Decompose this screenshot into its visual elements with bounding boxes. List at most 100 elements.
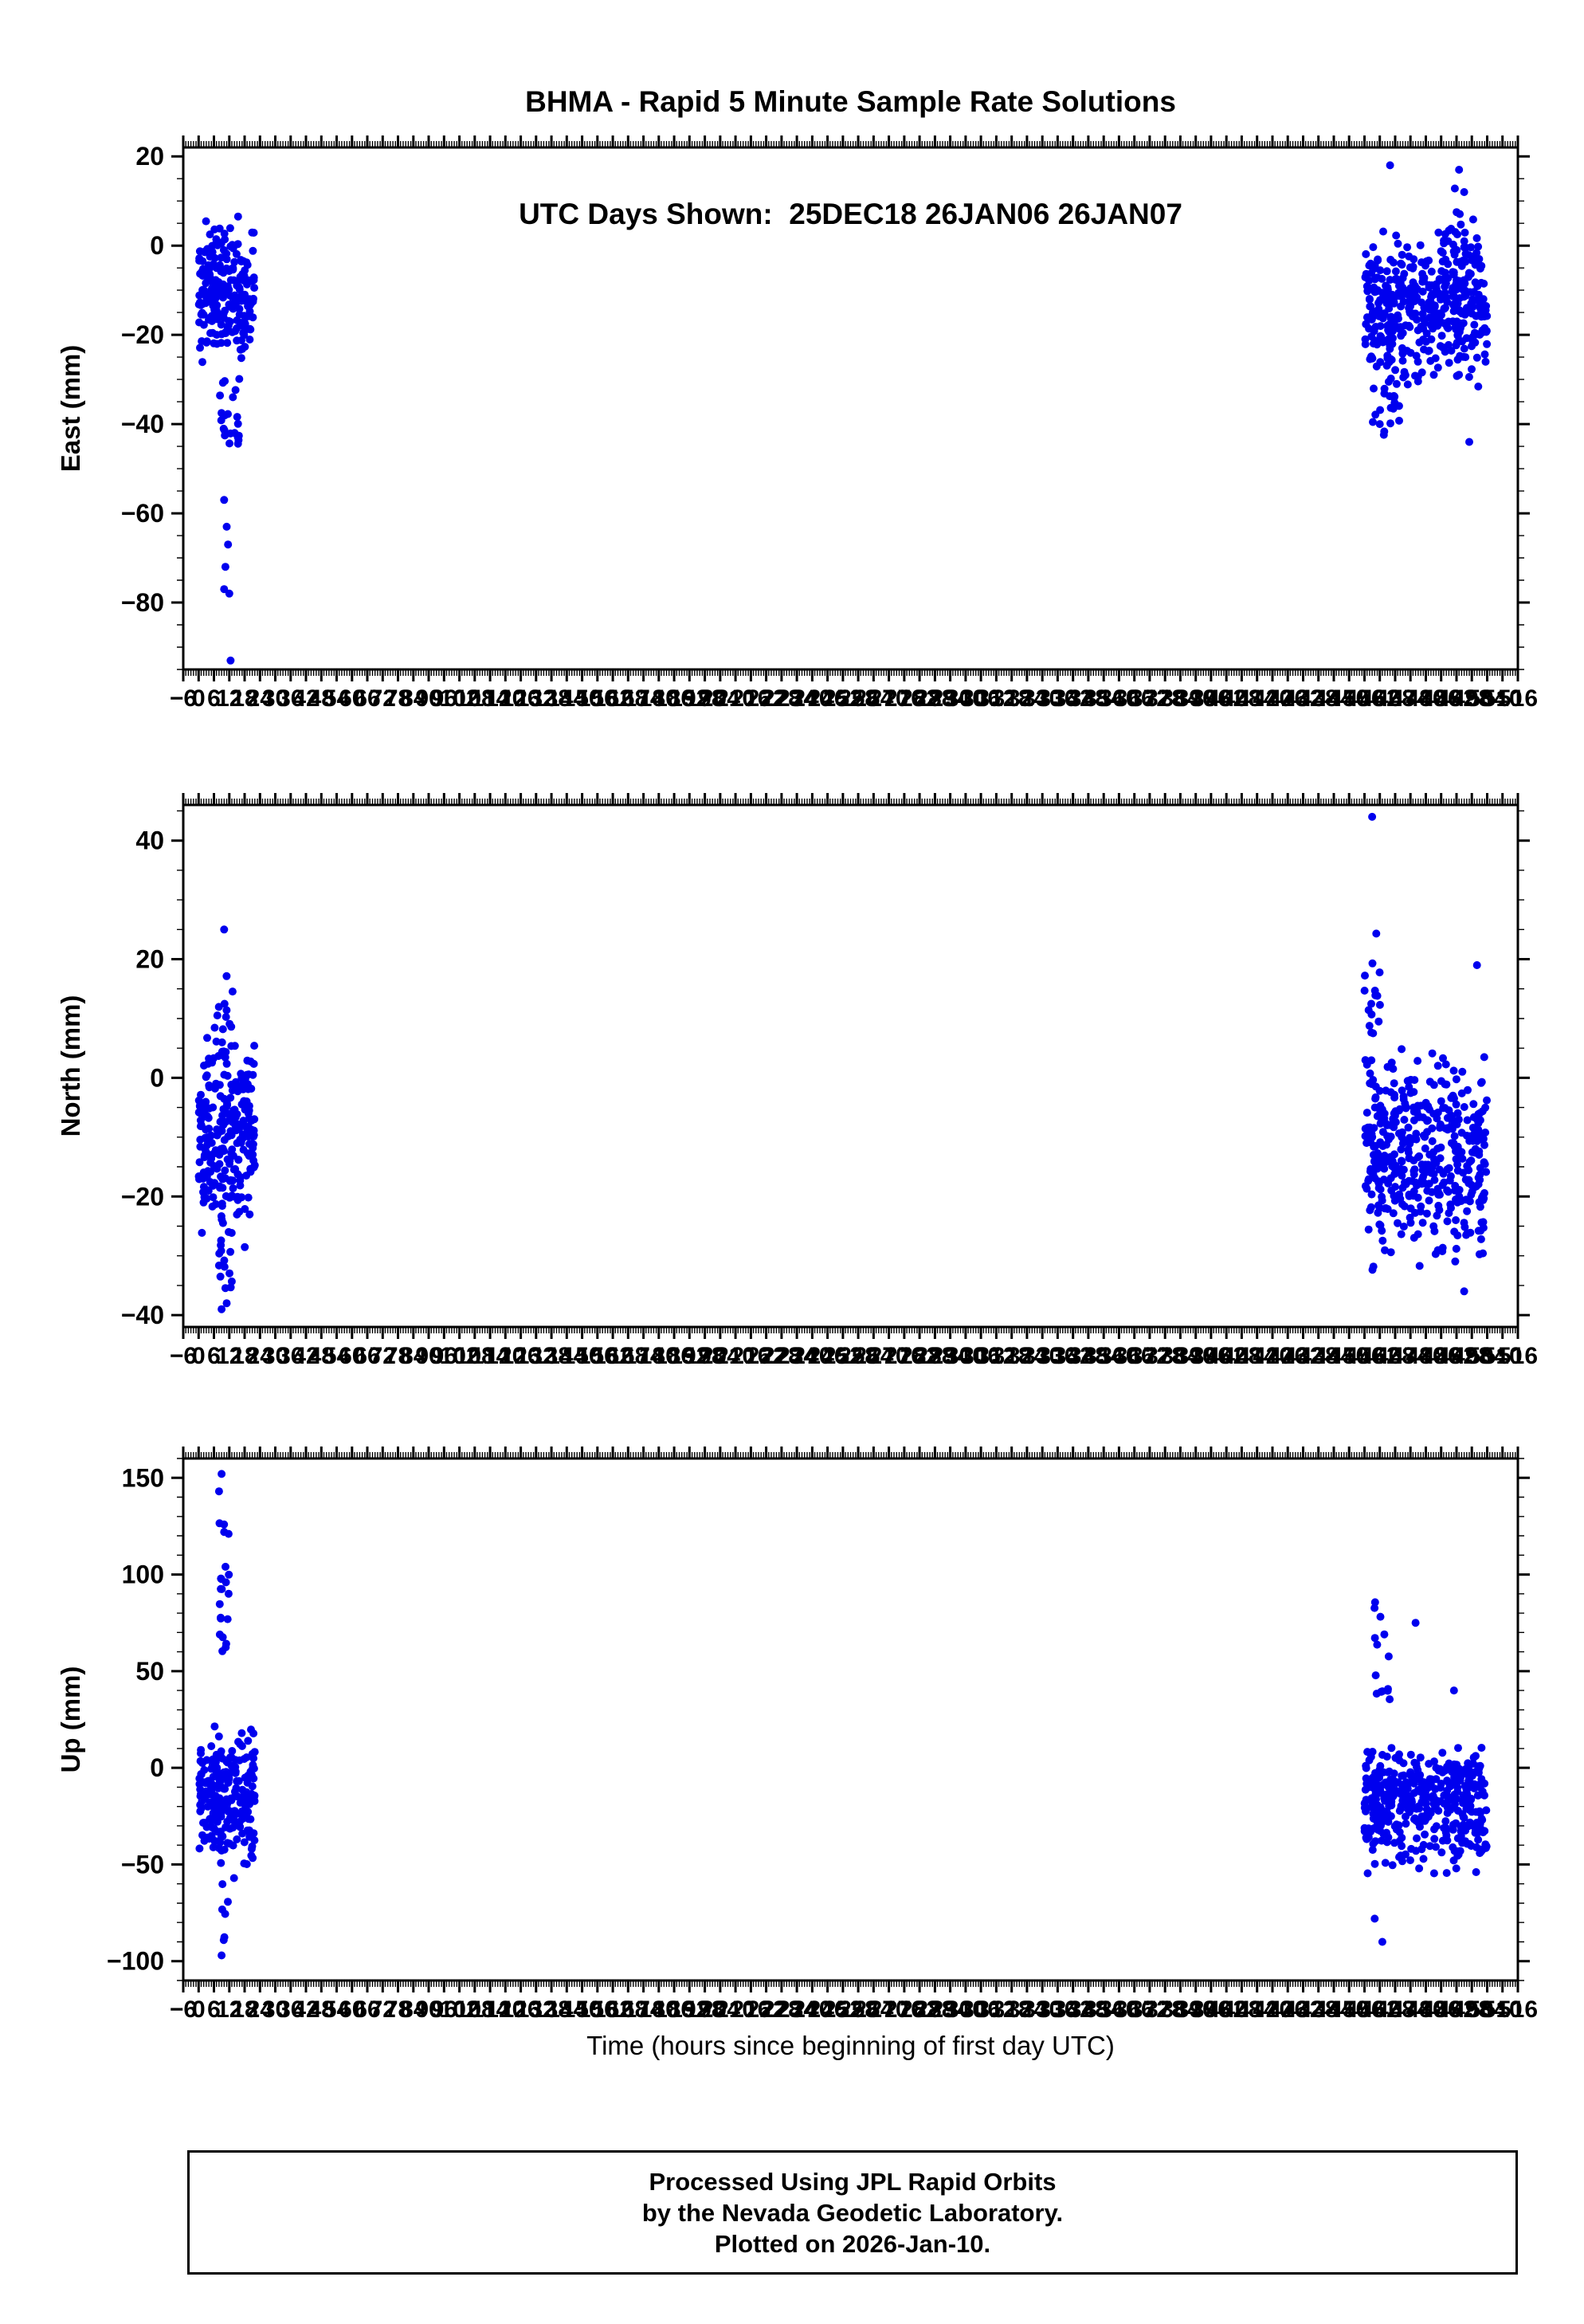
svg-text:276: 276: [884, 1996, 924, 2023]
svg-text:72: 72: [370, 1343, 396, 1369]
svg-text:432: 432: [1283, 1996, 1323, 2023]
svg-text:12: 12: [216, 685, 242, 712]
svg-text:300: 300: [946, 685, 986, 712]
svg-text:150: 150: [563, 1996, 602, 2023]
svg-text:108: 108: [455, 1343, 495, 1369]
footer-box: Processed Using JPL Rapid Orbits by the …: [187, 2150, 1518, 2275]
svg-text:426: 426: [1268, 685, 1308, 712]
svg-text:18: 18: [231, 1996, 257, 2023]
svg-text:180: 180: [639, 1343, 679, 1369]
svg-text:20: 20: [135, 945, 164, 974]
svg-text:102: 102: [440, 685, 480, 712]
svg-text:354: 354: [1084, 685, 1123, 712]
svg-text:480: 480: [1406, 1343, 1445, 1369]
svg-text:36: 36: [277, 685, 304, 712]
svg-text:162: 162: [593, 1996, 633, 2023]
svg-text:126: 126: [501, 1996, 541, 2023]
svg-text:456: 456: [1344, 685, 1384, 712]
svg-text:168: 168: [608, 1996, 648, 2023]
svg-text:282: 282: [900, 1343, 939, 1369]
svg-text:294: 294: [931, 1343, 970, 1369]
svg-text:234: 234: [777, 1996, 817, 2023]
svg-text:30: 30: [262, 1343, 288, 1369]
svg-text:414: 414: [1237, 685, 1277, 712]
svg-text:300: 300: [946, 1343, 986, 1369]
svg-text:342: 342: [1053, 1343, 1093, 1369]
svg-text:50: 50: [135, 1657, 164, 1686]
svg-text:78: 78: [385, 1343, 411, 1369]
svg-text:258: 258: [838, 1996, 878, 2023]
svg-text:480: 480: [1406, 685, 1445, 712]
svg-text:516: 516: [1498, 1343, 1538, 1369]
svg-text:18: 18: [231, 1343, 257, 1369]
svg-text:240: 240: [792, 1343, 832, 1369]
svg-text:324: 324: [1007, 1343, 1047, 1369]
svg-text:−100: −100: [107, 1947, 164, 1976]
svg-text:414: 414: [1237, 1343, 1277, 1369]
svg-text:36: 36: [277, 1343, 304, 1369]
svg-text:East (mm): East (mm): [56, 345, 85, 473]
svg-text:264: 264: [853, 685, 893, 712]
svg-text:168: 168: [608, 1343, 648, 1369]
svg-text:144: 144: [547, 1343, 586, 1369]
svg-text:240: 240: [792, 1996, 832, 2023]
svg-text:78: 78: [385, 685, 411, 712]
svg-text:144: 144: [547, 685, 586, 712]
svg-text:282: 282: [900, 1996, 939, 2023]
svg-text:420: 420: [1253, 685, 1292, 712]
svg-text:90: 90: [415, 1996, 441, 2023]
svg-text:204: 204: [700, 1343, 740, 1369]
svg-text:120: 120: [485, 1343, 525, 1369]
svg-text:96: 96: [431, 1343, 457, 1369]
svg-text:156: 156: [578, 1996, 618, 2023]
svg-text:510: 510: [1483, 1996, 1523, 2023]
svg-text:204: 204: [700, 685, 740, 712]
svg-text:504: 504: [1467, 1996, 1507, 2023]
svg-text:462: 462: [1360, 1996, 1400, 2023]
svg-text:468: 468: [1375, 685, 1415, 712]
svg-text:North (mm): North (mm): [56, 995, 85, 1137]
svg-text:126: 126: [501, 685, 541, 712]
svg-text:270: 270: [869, 685, 909, 712]
svg-text:366: 366: [1115, 1343, 1155, 1369]
svg-text:378: 378: [1145, 1343, 1185, 1369]
svg-text:228: 228: [762, 1343, 802, 1369]
svg-text:144: 144: [547, 1996, 586, 2023]
svg-text:288: 288: [915, 1996, 955, 2023]
svg-text:492: 492: [1437, 1343, 1476, 1369]
svg-text:468: 468: [1375, 1343, 1415, 1369]
svg-text:48: 48: [308, 1996, 335, 2023]
svg-text:492: 492: [1437, 1996, 1476, 2023]
svg-text:246: 246: [808, 1996, 848, 2023]
svg-text:84: 84: [400, 685, 427, 712]
chart-title-line2: UTC Days Shown: 25DEC18 26JAN06 26JAN07: [519, 198, 1182, 230]
svg-text:120: 120: [485, 1996, 525, 2023]
svg-text:108: 108: [455, 685, 495, 712]
svg-text:456: 456: [1344, 1996, 1384, 2023]
svg-text:132: 132: [516, 1343, 556, 1369]
svg-text:312: 312: [976, 1996, 1016, 2023]
svg-text:54: 54: [323, 1343, 351, 1369]
svg-text:456: 456: [1344, 1343, 1384, 1369]
svg-text:492: 492: [1437, 685, 1476, 712]
svg-text:30: 30: [262, 685, 288, 712]
svg-text:246: 246: [808, 1343, 848, 1369]
svg-text:210: 210: [716, 1996, 755, 2023]
svg-text:198: 198: [685, 685, 725, 712]
svg-text:360: 360: [1099, 685, 1139, 712]
svg-text:408: 408: [1221, 1996, 1261, 2023]
svg-text:78: 78: [385, 1996, 411, 2023]
svg-text:306: 306: [961, 1343, 1001, 1369]
svg-text:48: 48: [308, 685, 335, 712]
svg-text:444: 444: [1314, 1343, 1354, 1369]
svg-text:48: 48: [308, 1343, 335, 1369]
svg-text:72: 72: [370, 685, 396, 712]
svg-text:312: 312: [976, 1343, 1016, 1369]
svg-text:384: 384: [1160, 685, 1200, 712]
svg-text:462: 462: [1360, 1343, 1400, 1369]
svg-text:90: 90: [415, 1343, 441, 1369]
svg-text:150: 150: [563, 1343, 602, 1369]
svg-text:216: 216: [731, 1996, 770, 2023]
svg-text:150: 150: [563, 685, 602, 712]
